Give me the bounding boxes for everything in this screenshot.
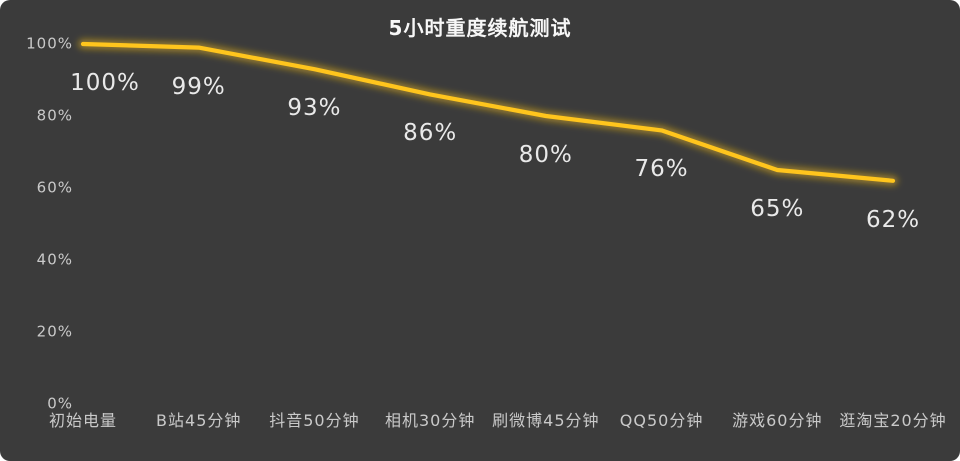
battery-line-glow [78,39,898,186]
x-category-label: 游戏60分钟 [732,411,823,430]
y-tick-label: 40% [36,250,73,269]
data-point-label: 86% [403,120,458,147]
x-category-label: 抖音50分钟 [269,411,360,430]
x-category-label: 相机30分钟 [384,411,476,430]
y-tick-label: 20% [36,322,73,341]
data-point-label: 76% [634,156,689,183]
x-category-label: 初始电量 [48,411,118,430]
x-category-label: 刷微博45分钟 [492,411,600,430]
y-tick-label: 80% [36,106,73,125]
y-tick-label: 100% [26,34,73,53]
battery-line [80,41,896,183]
data-point-label: 99% [171,73,226,100]
data-point-label: 65% [750,196,805,222]
data-point-label: 62% [865,206,921,233]
data-point-label: 93% [287,95,342,122]
y-tick-label: 60% [36,178,73,197]
x-category-label: B站45分钟 [156,411,242,430]
data-point-label: 100% [70,70,140,96]
data-point-label: 80% [518,142,573,168]
x-category-label: QQ50分钟 [619,411,704,430]
chart-title: 5小时重度续航测试 [388,16,572,40]
y-tick-label: 0% [47,394,73,413]
x-category-label: 逛淘宝20分钟 [839,411,947,430]
